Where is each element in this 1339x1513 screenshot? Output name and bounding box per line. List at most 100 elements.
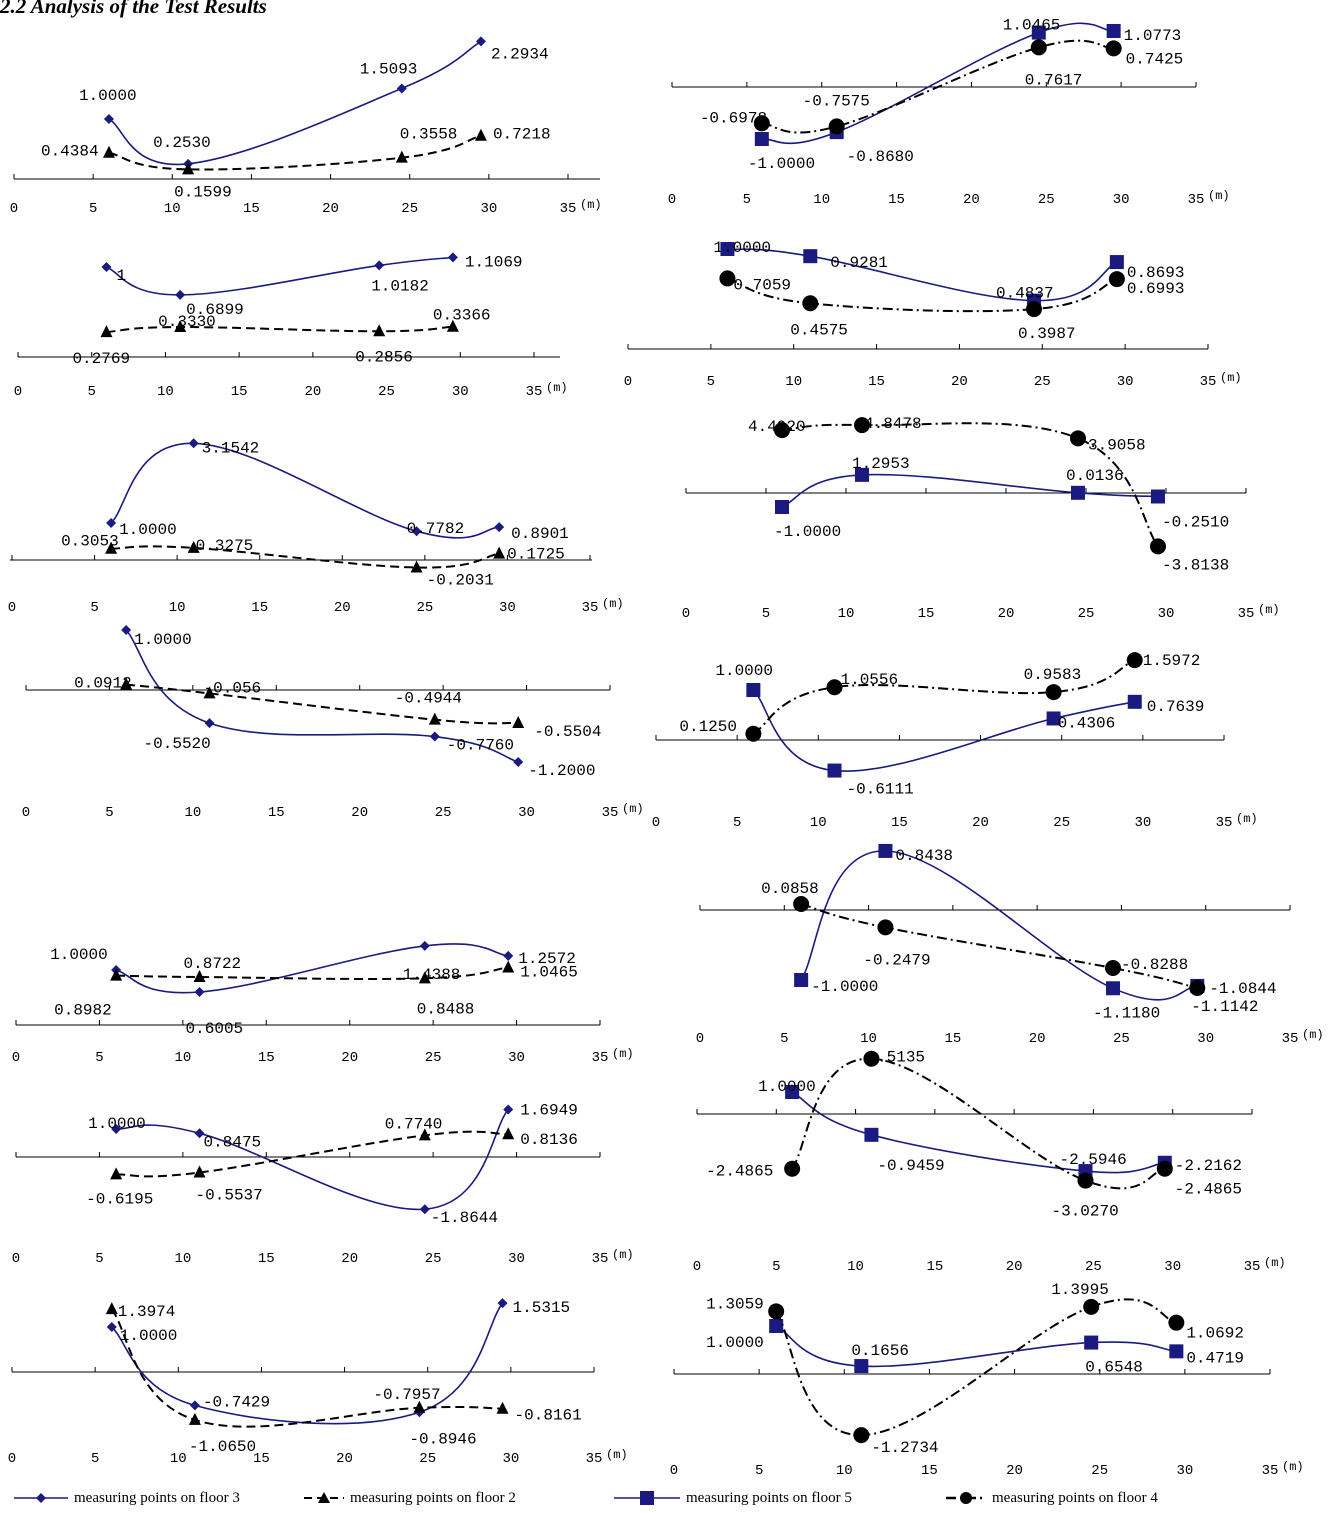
data-point-circle [863,1050,880,1067]
data-point-triangle [102,145,115,158]
data-label: -0.7429 [203,1393,270,1411]
data-point-diamond [103,114,114,124]
data-point-circle [784,1160,801,1177]
data-label: 0.0858 [761,880,819,898]
x-tick-label: 15 [926,1259,943,1275]
x-tick-label: 5 [780,1031,788,1047]
series-line-circle [775,1298,1177,1437]
x-tick-label: 5 [105,805,113,821]
data-label: 3.1542 [202,439,260,457]
x-tick-label: 15 [268,805,285,821]
data-point-circle [1045,684,1062,701]
x-axis-unit: (m) [1236,812,1258,826]
chart-panel-2: 0 5 10 15 20 25 30 35 (m) 1 0.6899 1.0182 1.1069 0.27… [14,252,568,400]
data-label: -2.5946 [1060,1151,1127,1169]
data-point-square [746,683,761,697]
x-axis-unit: (m) [1264,1256,1286,1270]
data-label: 0.9583 [1024,666,1082,684]
x-tick-label: 10 [836,1463,853,1479]
series-line-diamond [108,40,482,166]
legend-triangle-marker [304,1492,344,1503]
series-line-diamond [116,1108,509,1211]
x-tick-label: 35 [1200,374,1217,390]
series-line-circle [761,39,1114,134]
x-tick-label: 0 [12,1050,20,1066]
data-point-diamond [374,260,385,271]
data-label: 0.2530 [153,134,211,152]
data-label: -0.8288 [1121,956,1188,974]
data-label: 0.3275 [196,537,254,555]
data-point-circle [1150,538,1166,555]
data-point-diamond [204,718,215,729]
x-axis-unit: (m) [606,1448,628,1462]
data-point-square [803,249,818,264]
x-axis-unit: (m) [1282,1460,1304,1474]
data-label: 0.7059 [733,276,791,294]
x-tick-label: 35 [1238,606,1255,622]
series-line-triangle [110,1308,503,1428]
x-tick-label: 15 [258,1251,275,1267]
data-label: 0.7425 [1126,50,1184,68]
data-point-circle [1083,1298,1100,1315]
series-line-circle [752,659,1136,735]
data-label: -3.8138 [1162,556,1229,574]
data-label: 0.6993 [1127,280,1185,298]
chart-panel-7: 0 5 10 15 20 25 30 35 (m) 1.0000 -0.7429 -0.8946 1.5… [8,1298,628,1467]
chart-panel-13: 0 5 10 15 20 25 30 35 (m) 1.0000 -0.9459 -2.5946 -2.… [693,1049,1286,1275]
data-label: 0.9281 [830,254,888,272]
data-point-diamond [497,1298,508,1309]
legend-circle-marker [946,1492,986,1504]
data-label: 0.4719 [1186,1349,1244,1367]
x-tick-label: 30 [1158,606,1175,622]
legend-label-floor-3: measuring points on floor 3 [74,1489,240,1506]
data-point-circle [753,115,770,132]
data-label: -0.7760 [447,737,514,755]
series-line-diamond [106,256,453,296]
data-label: -2.4865 [706,1163,773,1181]
data-point-triangle [410,560,423,573]
x-tick-label: 25 [378,384,395,400]
data-label: 0.3366 [433,307,491,325]
x-tick-label: 30 [1134,815,1151,831]
data-point-triangle [373,324,386,337]
data-label: 0.7782 [407,520,465,538]
data-point-circle [1105,960,1121,977]
x-tick-label: 5 [755,1463,763,1479]
x-axis-unit: (m) [622,802,644,816]
data-point-square [827,763,842,778]
data-label: -0.8161 [515,1407,582,1425]
data-point-triangle [188,1412,201,1425]
x-tick-label: 5 [95,1251,103,1267]
data-label: 0.1599 [174,183,232,201]
x-tick-label: 0 [652,815,660,831]
data-label: -3.0270 [1052,1203,1119,1221]
chart-panel-5: 0 5 10 15 20 25 30 35 (m) 1.0000 0.6005 1.4388 1.257… [12,940,634,1066]
x-tick-label: 20 [341,1251,358,1267]
data-point-diamond [503,1104,514,1115]
x-tick-label: 0 [8,600,16,616]
series-line-square [781,473,1159,508]
data-point-square [1106,23,1121,38]
x-tick-label: 25 [419,1451,436,1467]
data-point-circle [1030,39,1047,56]
data-point-circle [768,1303,785,1320]
x-tick-label: 20 [998,606,1015,622]
x-tick-label: 35 [592,1050,609,1066]
data-label: 1.3995 [1051,1281,1109,1299]
data-point-square [754,132,769,146]
data-label: 2.2934 [491,45,549,63]
data-label: -0.2510 [1162,514,1229,532]
data-label: -0.8946 [409,1430,476,1448]
data-label: -1.0000 [748,155,815,173]
data-label: 1.0773 [1124,27,1182,45]
x-axis-unit: (m) [602,597,624,611]
data-label: -1.0650 [189,1438,256,1456]
data-label: 1.0000 [713,239,771,257]
x-tick-label: 0 [22,805,30,821]
series-line-triangle [106,325,453,334]
x-tick-label: 0 [624,374,632,390]
x-tick-label: 5 [707,374,715,390]
data-point-square [1046,711,1061,726]
series-line-circle [791,1057,1166,1190]
x-tick-label: 30 [480,201,497,217]
